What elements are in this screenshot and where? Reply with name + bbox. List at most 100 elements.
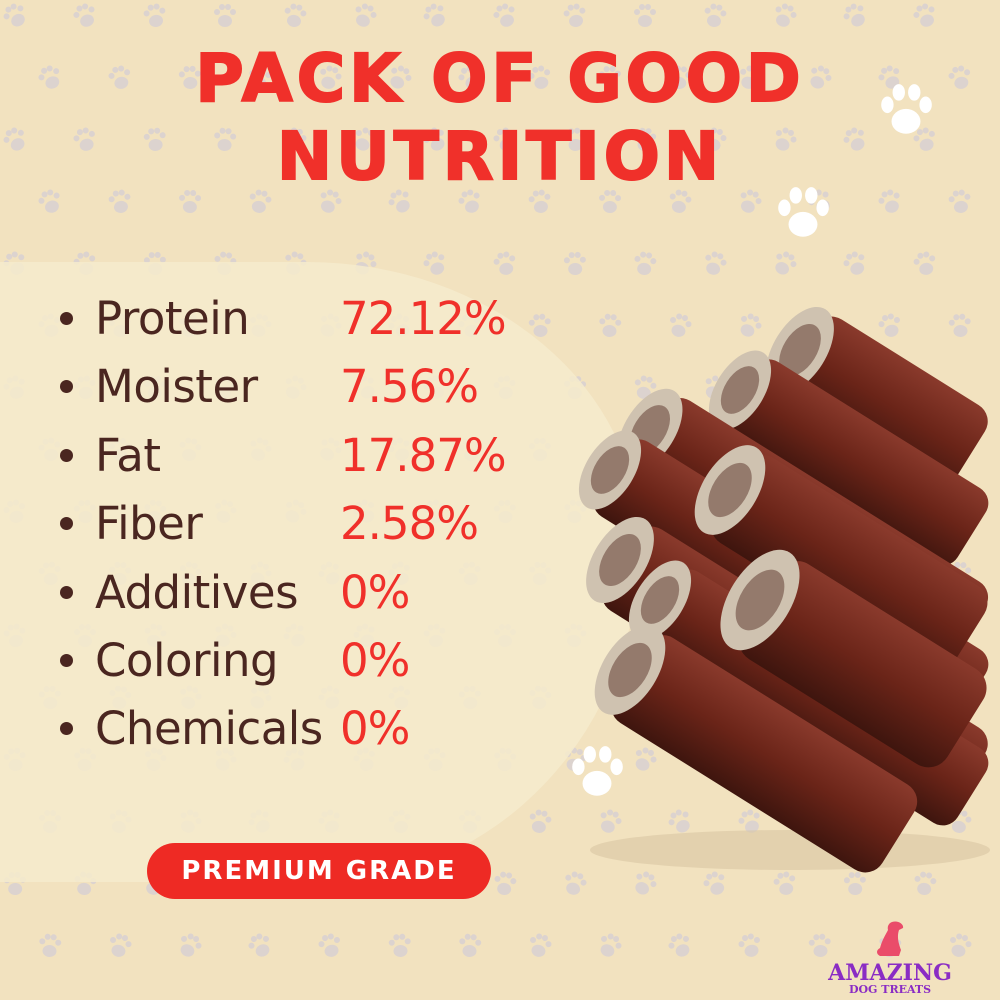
pattern-paw-icon [284,127,307,151]
pattern-paw-icon [493,3,515,27]
pattern-paw-icon [843,127,865,151]
bullet-icon [60,585,73,599]
title-line-2: NUTRITION [276,117,724,196]
pattern-paw-icon [599,189,622,213]
pattern-paw-icon [843,871,866,895]
nutrient-label: Chemicals [95,701,323,755]
pattern-paw-icon [740,313,762,337]
pattern-paw-icon [948,65,971,89]
pattern-paw-icon [39,933,62,957]
pattern-paw-icon [635,871,657,895]
pattern-paw-icon [528,313,551,337]
pattern-paw-icon [108,65,131,89]
pattern-paw-icon [388,933,411,957]
bullet-icon [60,653,73,667]
pattern-paw-icon [634,127,657,151]
nutrient-value: 2.58% [340,496,479,550]
pattern-paw-icon [179,189,202,213]
pattern-paw-icon [3,127,25,151]
pattern-paw-icon [355,3,377,27]
pattern-paw-icon [143,127,166,151]
bullet-icon [60,516,73,530]
brand-logo: AMAZING DOG TREATS [815,920,965,996]
pattern-paw-icon [775,251,797,275]
pattern-paw-icon [73,3,95,27]
pattern-paw-icon [635,747,657,771]
pattern-paw-icon [38,65,60,89]
bully-stick [708,350,989,566]
nutrition-row: Additives 0% [60,562,410,622]
pattern-paw-icon [670,313,692,337]
pattern-paw-icon [318,933,340,957]
pattern-paw-icon [599,313,622,337]
pattern-paw-icon [493,127,515,151]
pattern-paw-icon [320,65,342,89]
highlight-blob [0,262,640,882]
pattern-paw-icon [668,809,690,833]
bully-stick [594,625,918,873]
pattern-paw-icon [390,65,412,89]
pattern-paw-icon [249,65,272,89]
pattern-paw-icon [458,65,480,89]
pattern-paw-icon [528,189,551,213]
pattern-paw-icon [249,189,272,213]
pattern-paw-icon [493,251,516,275]
nutrient-label: Fiber [95,496,203,550]
nutrition-row: Fat 17.87% [60,425,507,485]
pattern-paw-icon [775,127,797,151]
pattern-paw-icon [180,933,202,957]
pattern-paw-icon [634,251,657,275]
pattern-paw-icon [843,251,865,275]
pattern-paw-icon [950,933,972,957]
nutrition-row: Chemicals 0% [60,698,410,758]
pattern-paw-icon [530,933,552,957]
nutrient-label: Moister [95,359,258,413]
bullet-icon [60,311,73,325]
nutrient-label: Protein [95,291,250,345]
pattern-paw-icon [284,3,307,27]
pattern-paw-icon [775,3,797,27]
pattern-paw-icon [668,933,690,957]
premium-grade-badge: PREMIUM GRADE [147,843,491,899]
white-paw-icon [881,84,932,134]
pattern-paw-icon [808,933,831,957]
nutrient-label: Coloring [95,633,279,687]
nutrient-value: 7.56% [340,359,479,413]
bullet-icon [60,448,73,462]
pattern-paw-icon [459,933,482,957]
pattern-paw-icon [669,189,692,213]
pattern-paw-icon [214,127,237,151]
pattern-paw-icon [38,189,60,213]
pattern-paw-icon [423,251,445,275]
pattern-paw-icon [563,251,586,275]
pattern-paw-icon [634,4,656,27]
nutrition-row: Moister 7.56% [60,356,479,416]
pattern-paw-icon [948,313,971,337]
dog-logo-icon [877,921,904,956]
logo-main-text: AMAZING [828,960,952,986]
nutrient-value: 0% [340,633,410,687]
pattern-paw-icon [458,189,480,213]
pattern-paw-icon [740,65,762,89]
pattern-paw-icon [704,3,727,27]
nutrient-value: 0% [340,701,410,755]
bully-stick [694,445,988,674]
nutrition-row: Protein 72.12% [60,288,507,348]
title-line-1: PACK OF GOOD [194,39,805,118]
bullet-icon [60,721,73,735]
pattern-paw-icon [388,189,410,213]
pattern-paw-icon [878,189,900,213]
pattern-paw-icon [73,127,95,151]
pattern-paw-icon [178,65,201,89]
pattern-paw-icon [3,3,25,27]
pattern-paw-icon [214,4,236,27]
pattern-paw-icon [528,65,551,89]
bullet-icon [60,379,73,393]
pattern-paw-icon [494,871,517,895]
pattern-paw-icon [108,189,131,213]
pattern-paw-icon [355,127,377,151]
pattern-paw-icon [600,809,622,833]
pattern-paw-icon [914,871,937,895]
logo-sub-text: DOG TREATS [848,983,932,996]
pattern-paw-icon [913,251,936,275]
